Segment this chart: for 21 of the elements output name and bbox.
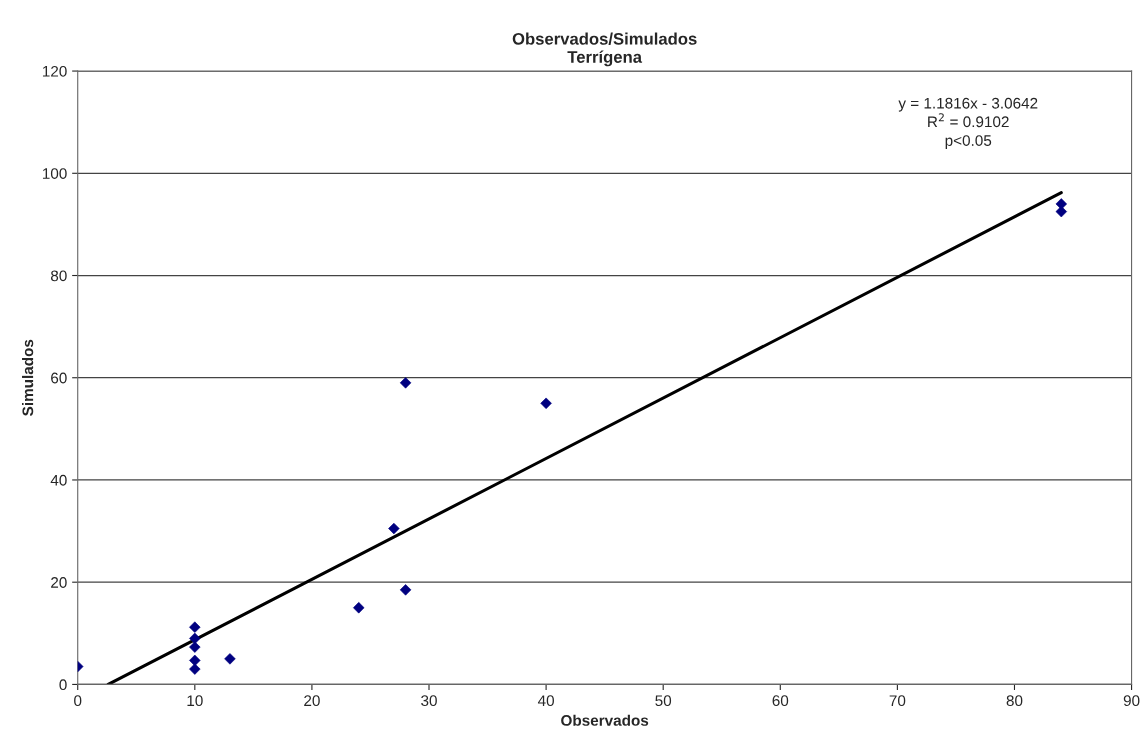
y-tick-label: 120 (42, 65, 67, 77)
chart-title: Observados/Simulados Terrígena (512, 32, 697, 67)
y-tick-label: 40 (50, 474, 67, 486)
x-tick-label: 0 (74, 695, 82, 707)
y-tick-label: 20 (51, 577, 67, 588)
y-tick-label: 0 (59, 679, 67, 691)
x-tick-label: 20 (304, 695, 320, 707)
x-tick-label: 70 (889, 695, 906, 707)
y-tick-label: 100 (42, 168, 67, 179)
y-tick-label: 80 (50, 270, 67, 282)
annotation: y = 1.1816x - 3.0642 R$^{2}$ = 0.9102 p<0.05 (898, 97, 1038, 149)
x-tick-label: 50 (655, 695, 672, 707)
x-axis-title: Observados (561, 714, 649, 726)
x-tick-label: 60 (772, 695, 789, 707)
y-axis-title: Simulados (22, 339, 34, 416)
y-tick-label: 60 (51, 372, 67, 384)
x-tick-label: 10 (187, 695, 203, 707)
x-tick-label: 30 (421, 695, 437, 707)
x-tick-label: 80 (1006, 695, 1023, 707)
x-tick-label: 90 (1123, 695, 1140, 707)
x-tick-label: 40 (537, 695, 554, 707)
